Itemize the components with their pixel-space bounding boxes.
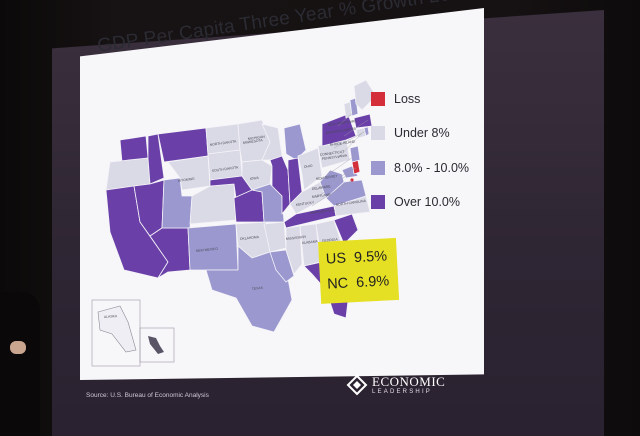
state-south-carolina [333, 213, 359, 245]
label-iowa: IOWA [250, 176, 260, 181]
growth-stats-box: US 9.5% NC 6.9% [318, 237, 400, 304]
state-idaho [147, 133, 165, 185]
source-note: Source: U.S. Bureau of Economic Analysis [86, 392, 209, 399]
label-massachusetts: MASSACHUSETTS [326, 127, 357, 135]
stat-nc-region: NC [326, 275, 349, 293]
label-new-jersey: NEW JERSEY [316, 174, 339, 181]
state-rhode-island [363, 126, 370, 137]
stat-nc: NC 6.9% [327, 269, 399, 298]
label-pennsylvania: PENNSYLVANIA [322, 153, 349, 161]
state-new-jersey [349, 145, 361, 163]
stat-nc-value: 6.9% [355, 273, 390, 292]
label-south-dakota: SOUTH DAKOTA [212, 165, 240, 173]
stat-us-region: US [325, 250, 347, 268]
legend-item-over-10: Over 10.0% [371, 195, 460, 209]
state-massachusetts [353, 113, 373, 129]
legend-label-loss: Loss [394, 92, 421, 106]
legend-swatch-under-8 [371, 126, 385, 140]
label-georgia: GEORGIA [322, 237, 339, 243]
label-new-hampshire: NEW HAMPSHIRE [328, 119, 358, 127]
label-ohio: OHIO [304, 164, 313, 169]
dc-leader-line [311, 179, 353, 207]
stat-us-value: 9.5% [353, 248, 388, 267]
state-hawaii [148, 336, 164, 354]
legend-label-over-10: Over 10.0% [394, 195, 461, 209]
logo-mark-icon [346, 374, 368, 396]
label-michigan: MICHIGAN [248, 135, 266, 141]
label-rhode-island: RHODE ISLAND [330, 139, 356, 147]
presenter-silhouette [0, 292, 40, 436]
label-leader-lines [315, 109, 369, 199]
state-wyoming [167, 155, 211, 191]
legend-swatch-loss [371, 92, 385, 106]
legend-swatch-over-10 [371, 195, 385, 209]
label-washington-dc: Washington D.C. [310, 207, 336, 215]
label-alaska: ALASKA [104, 314, 118, 319]
state-colorado [189, 183, 237, 225]
state-illinois [269, 155, 291, 215]
logo-line2: LEADERSHIP [372, 388, 433, 395]
legend-label-8-to-10: 8.0% - 10.0% [394, 161, 470, 175]
label-delaware: DELAWARE [312, 184, 332, 191]
state-maryland [341, 165, 359, 179]
hawaii-inset-frame [139, 327, 175, 363]
label-new-mexico: NEW MEXICO [196, 247, 219, 253]
legend-item-loss: Loss [371, 92, 420, 106]
economic-leadership-logo: ECONOMIC LEADERSHIP [346, 374, 445, 396]
presenter-hand [10, 341, 26, 354]
label-oklahoma: OKLAHOMA [240, 235, 260, 241]
legend-item-under-8: Under 8% [371, 126, 450, 140]
label-texas: TEXAS [252, 286, 264, 291]
state-new-york [321, 113, 357, 147]
legend-label-under-8: Under 8% [394, 126, 450, 140]
state-maine [353, 79, 377, 111]
label-alabama: ALABAMA [302, 239, 319, 245]
state-louisiana [269, 249, 295, 283]
label-minnesota: MINNESOTA [243, 138, 264, 145]
label-north-dakota: NORTH DAKOTA [210, 139, 238, 147]
label-mississippi: MISSISSIPPI [286, 235, 307, 241]
legend-item-8-to-10: 8.0% - 10.0% [371, 161, 469, 175]
legend-swatch-8-to-10 [371, 161, 385, 175]
label-maryland: MARYLAND [312, 192, 332, 199]
state-ohio [297, 147, 323, 191]
state-alaska [97, 305, 137, 353]
label-north-carolina: NORTH CAROLINA [336, 199, 367, 207]
state-mississippi [285, 225, 303, 275]
label-wyoming: WYOMING [178, 177, 196, 183]
label-kentucky: KENTUCKY [296, 200, 316, 207]
logo-line1: ECONOMIC [372, 373, 446, 389]
state-texas [205, 245, 293, 333]
label-connecticut: CONNECTICUT [320, 150, 345, 157]
stat-us: US 9.5% [325, 244, 397, 273]
